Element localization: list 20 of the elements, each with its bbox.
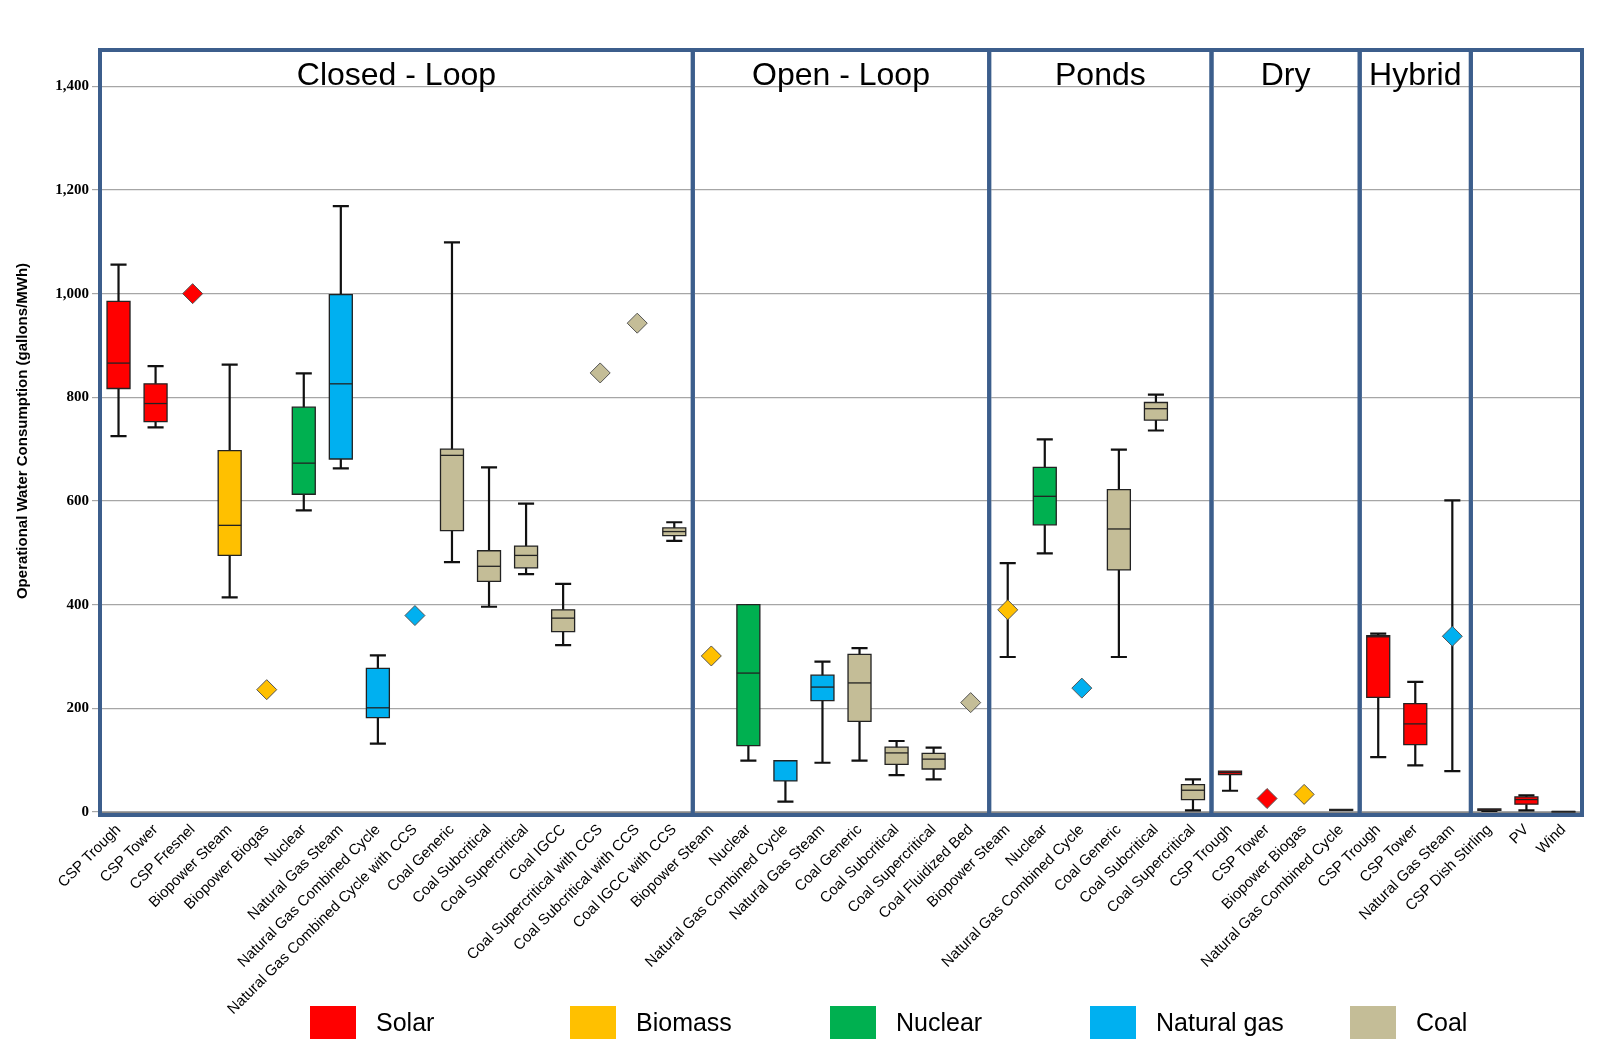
legend-label: Natural gas — [1156, 1008, 1284, 1037]
y-tick-label: 800 — [66, 388, 89, 405]
y-tick-label: 1,400 — [55, 77, 89, 94]
legend-label: Solar — [376, 1008, 435, 1037]
y-tick-label: 400 — [66, 595, 89, 612]
y-tick-label: 0 — [81, 802, 89, 819]
y-tick-label: 200 — [66, 699, 89, 716]
chart-title: Closed - Loop — [296, 55, 497, 92]
chart-title: Dry — [1260, 55, 1311, 92]
legend-label: Nuclear — [896, 1008, 983, 1037]
legend-label: Coal — [1416, 1008, 1468, 1037]
legend-label: Biomass — [636, 1008, 732, 1037]
y-tick-label: 1,000 — [55, 284, 89, 301]
y-axis-title: Operational Water Consumption (gallons/MWh) — [13, 262, 31, 600]
y-tick-label: 600 — [66, 491, 89, 508]
x-tick-label: PV — [1505, 820, 1532, 847]
chart-title: Ponds — [1054, 55, 1146, 92]
y-tick-label: 1,200 — [55, 180, 89, 197]
chart-title: Open - Loop — [752, 55, 930, 92]
chart-title: Hybrid — [1369, 55, 1462, 92]
